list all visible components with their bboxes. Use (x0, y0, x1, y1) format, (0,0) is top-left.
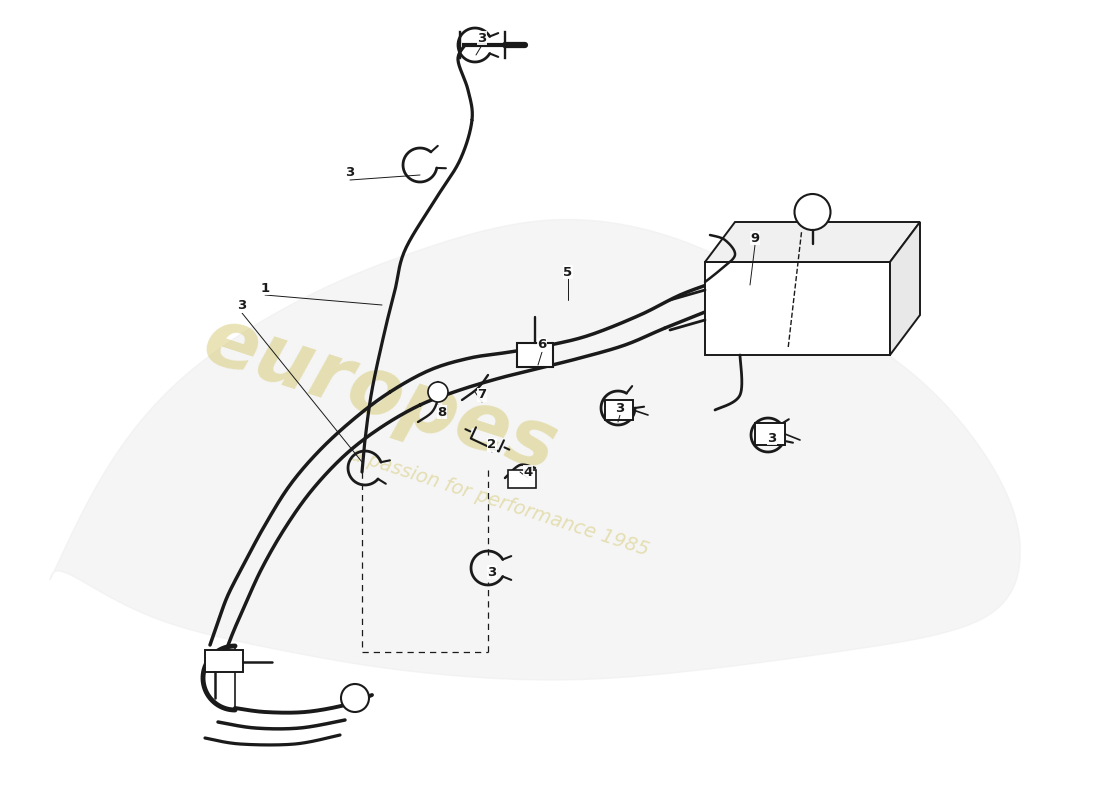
Polygon shape (50, 219, 1021, 680)
Text: 8: 8 (438, 406, 447, 418)
Text: 2: 2 (487, 438, 496, 451)
Text: 3: 3 (238, 299, 246, 313)
Polygon shape (890, 222, 920, 355)
Bar (755, 423, 785, 445)
Text: a passion for performance 1985: a passion for performance 1985 (349, 445, 651, 559)
Text: 3: 3 (487, 566, 496, 578)
Bar (205, 650, 243, 672)
Polygon shape (705, 222, 920, 262)
Circle shape (428, 382, 448, 402)
Text: 4: 4 (524, 466, 532, 478)
Text: 3: 3 (477, 31, 486, 45)
Text: 3: 3 (345, 166, 354, 178)
Circle shape (341, 684, 368, 712)
Bar (508, 470, 536, 488)
Text: 9: 9 (750, 231, 760, 245)
Circle shape (794, 194, 830, 230)
Text: 3: 3 (615, 402, 625, 414)
Text: 7: 7 (477, 389, 486, 402)
Bar (517, 343, 553, 367)
Text: 5: 5 (563, 266, 573, 278)
Text: 3: 3 (768, 431, 777, 445)
Text: europes: europes (194, 302, 566, 489)
Polygon shape (705, 262, 890, 355)
Bar (605, 400, 632, 420)
Text: 6: 6 (538, 338, 547, 351)
Text: 1: 1 (261, 282, 270, 294)
